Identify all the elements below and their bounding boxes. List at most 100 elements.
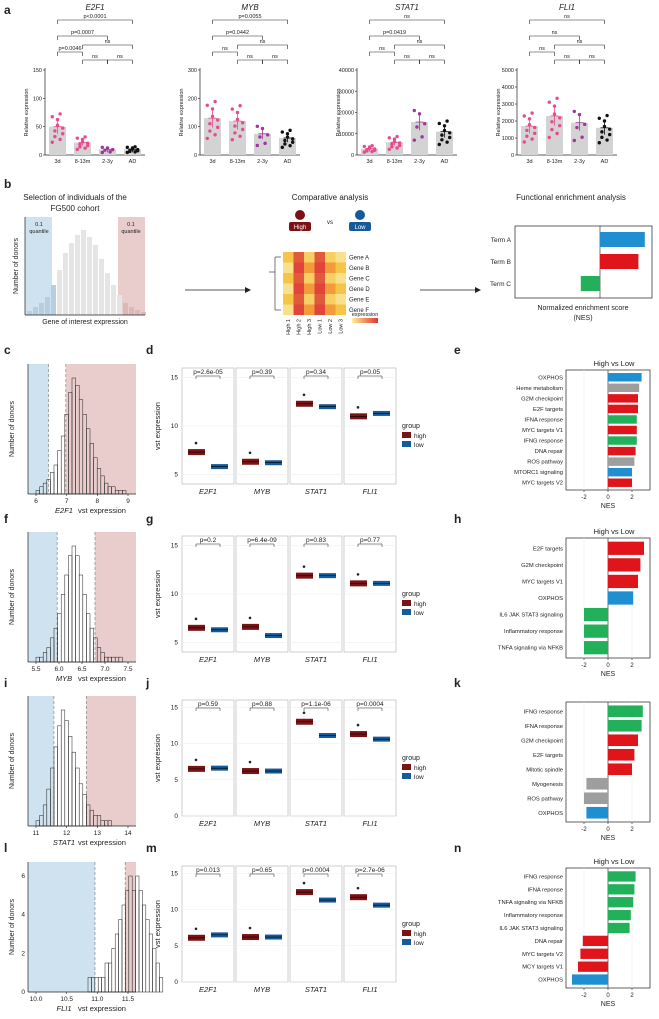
data-point <box>105 146 110 150</box>
p-value-label: ns <box>260 39 266 45</box>
term-label: MTORC1 signaling <box>514 470 563 476</box>
data-point <box>602 124 607 129</box>
x-tick-label: -2 <box>581 827 587 833</box>
data-point <box>597 116 601 120</box>
data-point <box>233 124 237 128</box>
low-person-icon <box>355 210 365 220</box>
panel-h-nes: High vs Low -2 0 2 E2F targets G2M checkpoint… <box>498 527 651 678</box>
nes-bar <box>584 792 608 805</box>
p-value-label: ns <box>429 54 435 60</box>
panel-a-plot-stat1: STAT1 Relative expression 0 10000 20000 30000… <box>336 3 457 165</box>
p-value-label: ns <box>379 46 385 52</box>
heatmap-cell <box>304 304 315 315</box>
x-tick-label: 10.0 <box>30 996 43 1003</box>
sample-label: Low 3 <box>339 319 345 334</box>
data-point <box>108 150 112 154</box>
heatmap-cell <box>314 273 325 284</box>
arrow-head <box>245 287 251 293</box>
nes-bar <box>582 935 608 947</box>
data-point <box>241 127 245 132</box>
nes-bar <box>608 591 634 605</box>
histogram-bar <box>111 948 116 993</box>
heatmap-cell <box>314 262 325 273</box>
panel-c-histogram: 6 7 8 9 Number of donors E2F1 vst expression <box>9 364 136 515</box>
x-axis-label: vst expression <box>78 674 126 683</box>
histogram-bar <box>45 297 50 315</box>
data-point <box>285 132 290 136</box>
x-tick-label: AD <box>441 159 449 165</box>
heatmap-cell <box>304 294 315 305</box>
panel-letter-f: f <box>4 512 9 526</box>
gene-label: STAT1 <box>305 819 327 828</box>
histogram-bar <box>117 295 122 315</box>
histogram-bar <box>78 783 84 827</box>
panel-e-nes: High vs Low -2 0 2 OXPHOS Heme metabolism G2M … <box>514 359 651 510</box>
heatmap-cell <box>314 252 325 263</box>
gene-label: Gene C <box>349 277 370 283</box>
nes-bar <box>578 961 608 972</box>
enrichment-bar <box>600 232 645 247</box>
data-point <box>370 144 374 148</box>
histogram-bar <box>57 725 62 827</box>
panel-a-plot-fli1: FLI1 Relative expression 0 1000 2000 3000 4000… <box>496 3 617 165</box>
term-label: Mitotic spindle <box>526 767 563 773</box>
outlier-point <box>302 565 306 568</box>
data-point <box>555 131 559 136</box>
legend-high-label: high <box>414 765 427 772</box>
p-value-label: p=2.7e-06 <box>355 867 385 874</box>
data-point <box>608 132 612 137</box>
x-tick-label: 8-13m <box>75 159 91 165</box>
data-point <box>263 141 267 146</box>
panel-letter-b: b <box>4 177 11 191</box>
y-tick-label: 10 <box>171 423 179 430</box>
legend-low-label: low <box>414 610 424 617</box>
p-value-label: ns <box>564 14 570 20</box>
term-label: ROS pathway <box>527 796 563 802</box>
data-point <box>255 124 259 129</box>
nes-bar <box>608 871 636 882</box>
data-point <box>78 145 82 149</box>
data-point <box>390 145 394 149</box>
high-label: High <box>294 225 306 231</box>
p-value-label: p=0.59 <box>198 701 218 708</box>
outlier-point <box>248 616 252 620</box>
nes-bar <box>608 922 630 934</box>
data-point <box>288 128 292 133</box>
histogram-bar <box>138 890 143 993</box>
p-value-label: ns <box>92 54 98 60</box>
histogram-bar <box>155 962 160 993</box>
p-value-label: ns <box>222 46 228 52</box>
nes-bar <box>608 436 637 445</box>
heatmap-cell <box>304 262 315 273</box>
term-label: TNFA signaling via NFKB <box>498 646 563 652</box>
gene-label: Gene B <box>349 266 369 272</box>
term-label: OXPHOS <box>538 375 563 381</box>
gene-label: E2F1 <box>199 487 217 496</box>
histogram-bar <box>94 977 99 993</box>
legend-high-swatch <box>402 764 411 770</box>
y-tick-label: 0 <box>351 153 354 159</box>
data-point <box>133 145 137 149</box>
y-tick-label: 20000 <box>339 111 354 117</box>
x-tick-label: 0 <box>606 495 610 501</box>
legend-title: group <box>402 591 420 598</box>
x-tick-label: 3d <box>526 159 532 165</box>
legend-low-label: low <box>414 940 424 947</box>
panel-b: Selection of individuals of the FG500 coh… <box>13 193 653 335</box>
histogram-bar <box>33 307 38 315</box>
histogram-bar <box>64 720 69 827</box>
panel-i-histogram: 11 12 13 14 Number of donors STAT1 vst express… <box>9 696 136 847</box>
p-value-label: p=0.0055 <box>238 14 261 20</box>
x-tick-label: 7.0 <box>100 666 109 673</box>
data-point <box>547 135 551 140</box>
data-point <box>527 117 532 121</box>
nes-bar <box>572 974 608 985</box>
histogram-bar <box>57 270 62 315</box>
term-label: Term C <box>490 281 511 288</box>
p-value-label: ns <box>117 54 123 60</box>
histogram-bar <box>27 311 32 315</box>
term-label: DNA repair <box>535 449 563 455</box>
data-point <box>448 135 452 140</box>
x-axis-label: vst expression <box>78 506 126 515</box>
data-point <box>395 134 399 139</box>
